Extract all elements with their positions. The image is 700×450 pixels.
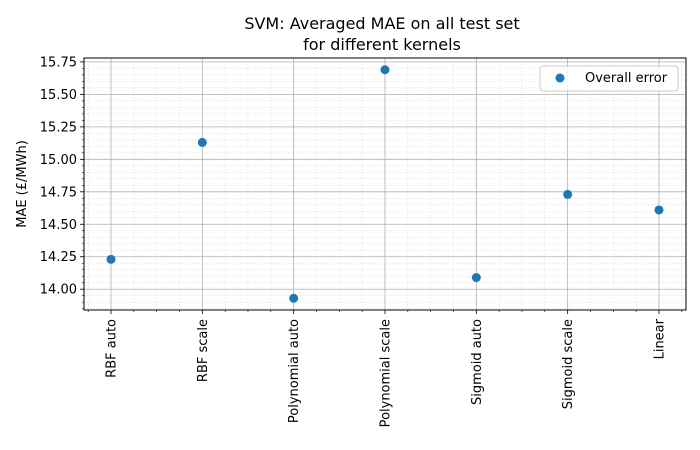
x-tick-label: Linear — [652, 318, 667, 359]
x-tick-label: Sigmoid scale — [561, 319, 576, 409]
legend-box — [539, 65, 679, 92]
legend-label: Overall error — [585, 71, 668, 86]
y-tick-label: 15.25 — [40, 120, 77, 135]
data-point — [197, 137, 207, 147]
data-points — [106, 65, 664, 303]
x-tick-label: RBF scale — [196, 319, 211, 382]
major-grid — [84, 58, 686, 310]
y-tick-label: 14.00 — [40, 283, 77, 298]
chart-title-line-2: for different kernels — [303, 35, 461, 54]
data-point — [106, 254, 116, 264]
y-tick-label: 15.00 — [40, 153, 77, 168]
y-tick-label: 14.25 — [40, 250, 77, 265]
x-tick-label: Sigmoid auto — [470, 319, 485, 405]
data-point — [654, 205, 664, 215]
data-point — [471, 273, 481, 283]
y-tick-label: 14.50 — [40, 218, 77, 233]
y-axis: 14.00 14.25 14.50 14.75 15.00 15.25 15.50 15.75 — [40, 55, 84, 310]
x-tick-label: Polynomial auto — [287, 319, 302, 423]
y-tick-label: 14.75 — [40, 185, 77, 200]
x-tick-label: RBF auto — [105, 319, 120, 378]
y-tick-label: 15.75 — [40, 55, 77, 70]
legend: Overall error — [539, 65, 679, 92]
data-point — [289, 293, 299, 303]
x-tick-label: Polynomial scale — [378, 319, 393, 427]
data-point — [563, 189, 573, 199]
data-point — [380, 65, 390, 75]
chart-title-line-1: SVM: Averaged MAE on all test set — [244, 14, 519, 33]
plot-frame — [83, 57, 687, 311]
y-axis-label: MAE (£/MWh) — [15, 140, 30, 228]
legend-marker — [555, 73, 565, 83]
x-axis: RBF auto RBF scale Polynomial auto Polynomi… — [87, 310, 683, 427]
y-tick-label: 15.50 — [40, 88, 77, 103]
